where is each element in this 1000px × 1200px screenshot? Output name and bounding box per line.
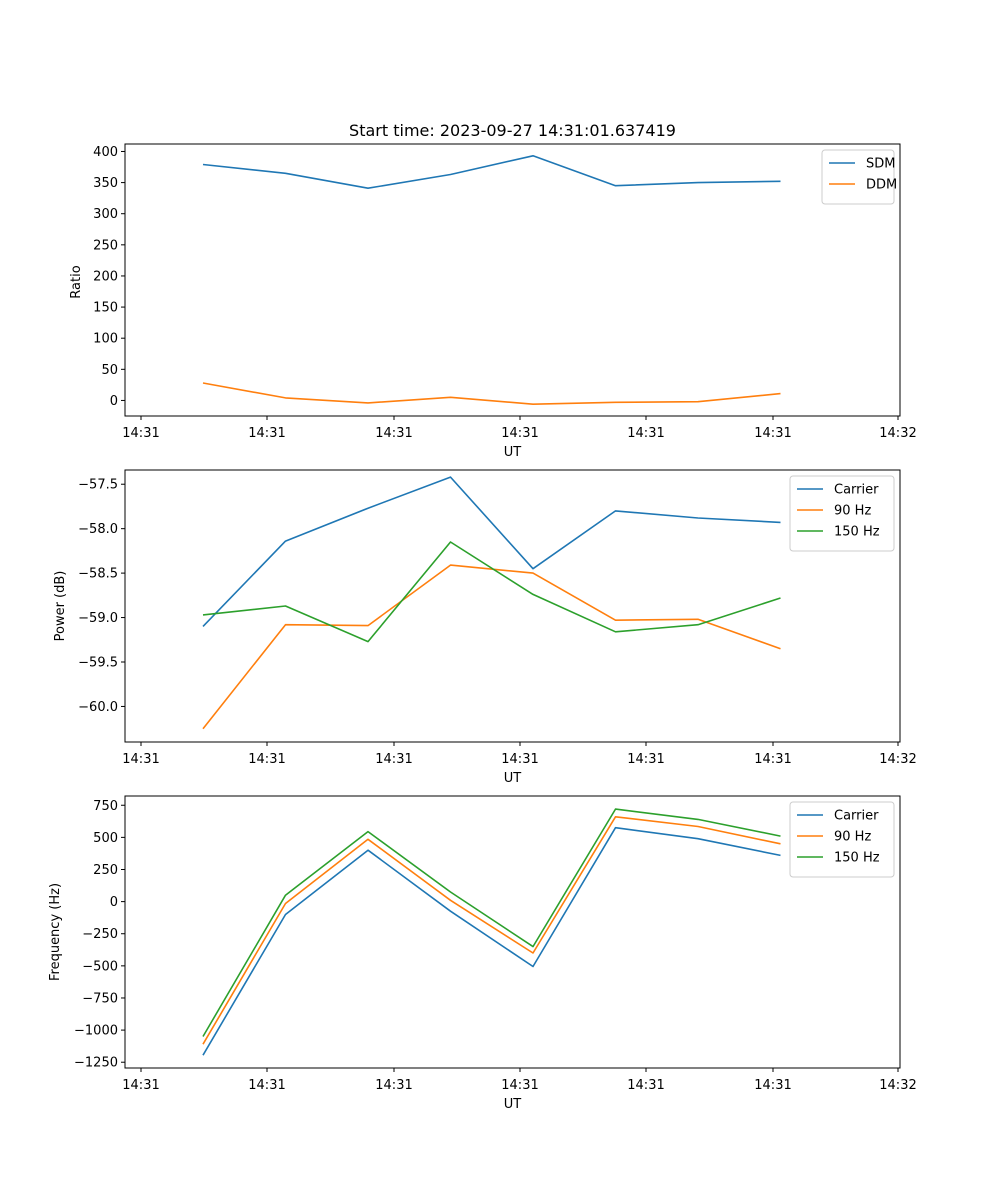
- legend-label: 90 Hz: [834, 830, 871, 845]
- y-tick-label: −500: [82, 959, 118, 974]
- plot-frame: [124, 143, 901, 417]
- legend-label: DDM: [866, 178, 897, 193]
- y-tick-label: −250: [82, 927, 118, 942]
- y-tick-label: 300: [93, 207, 118, 222]
- legend: Carrier 90 Hz 150 Hz: [789, 801, 895, 878]
- y-tick-label: 750: [93, 799, 118, 814]
- legend-box: [789, 475, 895, 552]
- y-tick-label: 0: [110, 394, 118, 409]
- x-tick-label: 14:31: [248, 426, 285, 441]
- legend-label: 90 Hz: [834, 504, 871, 519]
- x-tick-label: 14:31: [248, 752, 285, 767]
- x-axis-label: UT: [504, 771, 522, 786]
- chart-title: Start time: 2023-09-27 14:31:01.637419: [349, 121, 676, 140]
- x-axis-label: UT: [504, 445, 522, 460]
- x-tick-label: 14:31: [122, 426, 159, 441]
- y-tick-label: −59.5: [78, 656, 118, 671]
- y-axis-label: Ratio: [69, 265, 84, 298]
- y-tick-label: 0: [110, 895, 118, 910]
- legend-label: 150 Hz: [834, 851, 880, 866]
- legend-box: [789, 801, 895, 878]
- x-tick-label: 14:31: [501, 1078, 538, 1093]
- y-tick-label: −58.5: [78, 567, 118, 582]
- x-tick-label: 14:32: [879, 426, 916, 441]
- x-tick-label: 14:31: [501, 752, 538, 767]
- legend-label: Carrier: [834, 483, 879, 498]
- y-tick-label: 400: [93, 145, 118, 160]
- chart-frequency: UT Frequency (Hz) 14:31 14:31 14:31 14:31 14…: [48, 795, 917, 1112]
- plot-frame: [124, 795, 901, 1069]
- y-tick-label: −57.5: [78, 478, 118, 493]
- y-tick-label: 200: [93, 269, 118, 284]
- y-tick-label: −750: [82, 991, 118, 1006]
- x-tick-label: 14:31: [627, 1078, 664, 1093]
- x-tick-label: 14:31: [501, 426, 538, 441]
- x-tick-label: 14:31: [754, 752, 791, 767]
- x-tick-label: 14:31: [122, 1078, 159, 1093]
- chart-power: UT Power (dB) 14:31 14:31 14:31 14:31 14:31 1…: [53, 469, 917, 786]
- series-line-sdm: [202, 155, 781, 189]
- legend: SDM DDM: [821, 149, 897, 205]
- y-tick-label: 100: [93, 332, 118, 347]
- series-line-150-hz: [202, 808, 781, 1037]
- x-tick-label: 14:31: [754, 426, 791, 441]
- chart-ratio: Start time: 2023-09-27 14:31:01.637419 U…: [69, 121, 917, 460]
- x-tick-label: 14:31: [375, 752, 412, 767]
- x-tick-label: 14:32: [879, 1078, 916, 1093]
- series-line-ddm: [202, 382, 781, 406]
- series-line-150-hz: [202, 541, 781, 643]
- x-tick-label: 14:31: [754, 1078, 791, 1093]
- y-tick-label: 250: [93, 863, 118, 878]
- y-tick-label: −1000: [74, 1024, 118, 1039]
- legend-label: Carrier: [834, 809, 879, 824]
- legend: Carrier 90 Hz 150 Hz: [789, 475, 895, 552]
- series-line-carrier: [202, 476, 781, 627]
- y-tick-label: −1250: [74, 1056, 118, 1071]
- y-tick-label: 500: [93, 831, 118, 846]
- x-tick-label: 14:31: [627, 426, 664, 441]
- plot-frame: [124, 469, 901, 743]
- y-axis-label: Power (dB): [53, 571, 68, 642]
- legend-label: SDM: [866, 157, 895, 172]
- x-tick-label: 14:31: [375, 1078, 412, 1093]
- x-tick-label: 14:31: [248, 1078, 285, 1093]
- x-tick-label: 14:31: [754, 1078, 791, 1093]
- y-tick-label: −60.0: [78, 700, 118, 715]
- x-tick-label: 14:31: [122, 752, 159, 767]
- y-tick-label: 350: [93, 176, 118, 191]
- y-tick-label: 250: [93, 238, 118, 253]
- legend-label: 150 Hz: [834, 525, 880, 540]
- y-tick-label: −58.0: [78, 522, 118, 537]
- x-tick-label: 14:31: [754, 426, 791, 441]
- y-axis-label: Frequency (Hz): [48, 883, 63, 981]
- y-tick-label: 50: [101, 363, 118, 378]
- x-tick-label: 14:31: [754, 752, 791, 767]
- y-tick-label: 150: [93, 301, 118, 316]
- x-tick-label: 14:32: [879, 752, 916, 767]
- series-line-90-hz: [202, 815, 781, 1045]
- series-line-90-hz: [202, 564, 781, 730]
- series-line-carrier: [202, 826, 781, 1056]
- y-tick-label: −59.0: [78, 611, 118, 626]
- x-tick-label: 14:31: [627, 752, 664, 767]
- x-tick-label: 14:31: [375, 426, 412, 441]
- x-axis-label: UT: [504, 1097, 522, 1112]
